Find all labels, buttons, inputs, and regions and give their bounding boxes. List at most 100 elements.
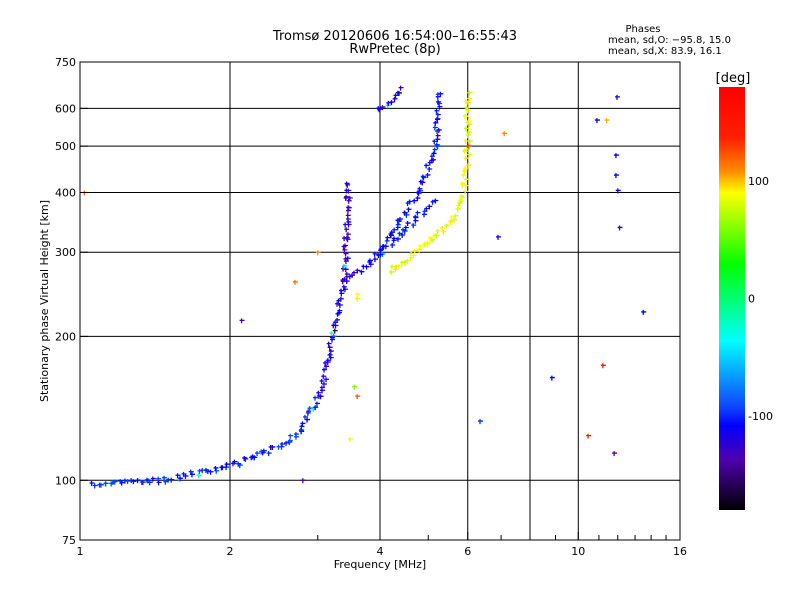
data-point	[604, 118, 610, 124]
data-point	[341, 284, 347, 290]
data-point	[292, 279, 298, 285]
y-tick-label: 750	[55, 56, 76, 69]
data-point	[434, 142, 440, 148]
axis-ticks: 1 2 4 6 10 16 75 100 200 300 400 500 600 750	[55, 56, 687, 558]
data-point	[412, 198, 418, 204]
data-point	[347, 436, 353, 442]
data-point	[449, 214, 455, 220]
data-point	[427, 167, 433, 173]
data-point	[346, 205, 352, 211]
data-point	[400, 227, 406, 233]
data-point	[189, 472, 195, 478]
data-point	[378, 252, 384, 258]
data-point	[424, 206, 430, 212]
data-point	[405, 258, 411, 264]
data-point	[337, 308, 343, 314]
data-point	[392, 96, 398, 102]
data-point	[435, 133, 441, 139]
data-point	[400, 233, 406, 239]
data-point	[464, 177, 470, 183]
data-point	[321, 374, 327, 380]
data-point	[232, 459, 238, 465]
data-point	[326, 341, 332, 347]
grid-lines	[80, 62, 680, 540]
data-point	[270, 444, 276, 450]
data-point	[261, 448, 267, 454]
chart-title: Tromsø 20120606 16:54:00–16:55:43	[272, 29, 517, 44]
data-point	[385, 235, 391, 241]
data-point	[459, 193, 465, 199]
x-tick-label: 4	[377, 545, 384, 558]
data-point	[118, 479, 124, 485]
data-point	[395, 236, 401, 242]
data-point	[431, 157, 437, 163]
data-point	[98, 482, 104, 488]
data-point	[463, 166, 469, 172]
data-point	[242, 455, 248, 461]
data-point	[335, 317, 341, 323]
data-point	[345, 232, 351, 238]
data-point	[413, 215, 419, 221]
legend-title: Phases	[625, 24, 660, 35]
data-point	[325, 358, 331, 364]
data-point	[324, 377, 330, 383]
data-point	[175, 473, 181, 479]
data-point	[440, 226, 446, 232]
data-point	[466, 163, 472, 169]
colorbar	[719, 87, 745, 510]
data-point	[112, 479, 118, 485]
data-point	[403, 225, 409, 231]
data-point	[399, 260, 405, 266]
data-point	[434, 233, 440, 239]
data-point	[448, 219, 454, 225]
data-point	[255, 451, 261, 457]
y-tick-label: 300	[55, 246, 76, 259]
data-point	[432, 147, 438, 153]
data-point	[435, 129, 441, 135]
data-point	[314, 401, 320, 407]
data-point	[417, 247, 423, 253]
data-point	[345, 213, 351, 219]
x-tick-label: 10	[571, 545, 585, 558]
data-point	[150, 476, 156, 482]
data-point	[407, 199, 413, 205]
data-point	[444, 223, 450, 229]
data-point	[389, 269, 395, 275]
data-point	[341, 263, 347, 269]
data-point	[347, 195, 353, 201]
data-point	[600, 363, 606, 369]
data-point	[280, 441, 286, 447]
data-point	[355, 394, 361, 400]
data-point	[342, 277, 348, 283]
legend-o-stats: mean, sd,O: −95.8, 15.0	[608, 35, 731, 46]
data-point	[467, 96, 473, 102]
data-point	[406, 207, 412, 213]
data-point	[327, 352, 333, 358]
data-point	[461, 173, 467, 179]
data-point	[339, 291, 345, 297]
data-point	[586, 433, 592, 439]
colorbar-tick-label: -100	[748, 410, 773, 423]
data-point	[396, 219, 402, 225]
y-axis-label: Stationary phase Virtual Height [km]	[38, 200, 51, 402]
data-point	[466, 130, 472, 136]
y-tick-label: 100	[55, 474, 76, 487]
data-point	[355, 296, 361, 302]
data-point	[376, 106, 382, 112]
data-point	[463, 99, 469, 105]
data-point	[367, 258, 373, 264]
data-point	[431, 151, 437, 157]
data-point	[338, 296, 344, 302]
data-point	[341, 244, 347, 250]
colorbar-tick-label: 0	[748, 293, 755, 306]
data-point	[452, 217, 458, 223]
data-point	[460, 181, 466, 187]
data-point	[463, 183, 469, 189]
y-tick-label: 500	[55, 140, 76, 153]
data-point	[378, 247, 384, 253]
data-point	[219, 465, 225, 471]
data-point	[147, 480, 153, 486]
data-point	[140, 480, 146, 486]
data-point	[196, 473, 202, 479]
